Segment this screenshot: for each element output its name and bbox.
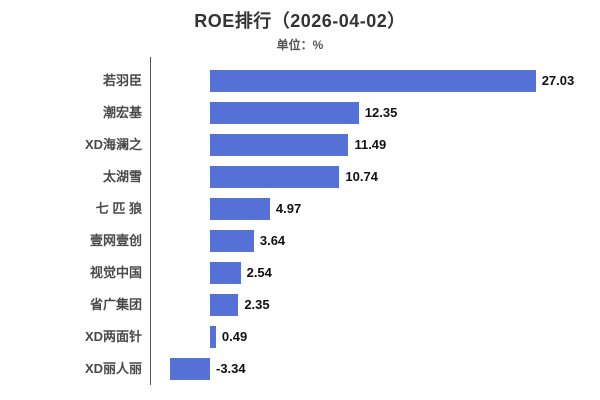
value-label: 2.54 (246, 265, 272, 280)
value-label: 12.35 (364, 105, 398, 120)
value-label: 2.35 (244, 297, 270, 312)
value-label: -3.34 (216, 361, 246, 376)
bar (210, 102, 359, 124)
category-label: XD海澜之 (84, 137, 142, 152)
category-label: 七 匹 狼 (95, 201, 142, 216)
bar (169, 358, 210, 380)
bar (210, 326, 216, 348)
value-label: 10.74 (345, 169, 378, 184)
category-label: 若羽臣 (102, 73, 142, 88)
y-axis-line (150, 57, 151, 385)
chart-title: ROE排行（2026-04-02） (194, 11, 406, 31)
category-label: 太湖雪 (102, 169, 142, 184)
value-label: 0.49 (221, 329, 248, 344)
chart-subtitle: 单位：% (276, 38, 324, 52)
bar (210, 294, 239, 316)
value-label: 4.97 (275, 201, 302, 216)
value-label: 3.64 (259, 233, 286, 248)
bar (210, 230, 254, 252)
category-label: XD丽人丽 (84, 361, 142, 376)
bar (210, 198, 270, 220)
bar (210, 134, 349, 156)
bar (210, 166, 340, 188)
category-label: 省广集团 (89, 297, 142, 312)
category-label: 壹网壹创 (89, 233, 142, 248)
value-label: 11.49 (354, 137, 387, 152)
value-label: 27.03 (541, 73, 575, 88)
category-label: 潮宏基 (102, 105, 142, 120)
category-label: 视觉中国 (89, 265, 142, 280)
bar (210, 70, 536, 92)
category-label: XD两面针 (84, 329, 142, 344)
bar (210, 262, 241, 284)
